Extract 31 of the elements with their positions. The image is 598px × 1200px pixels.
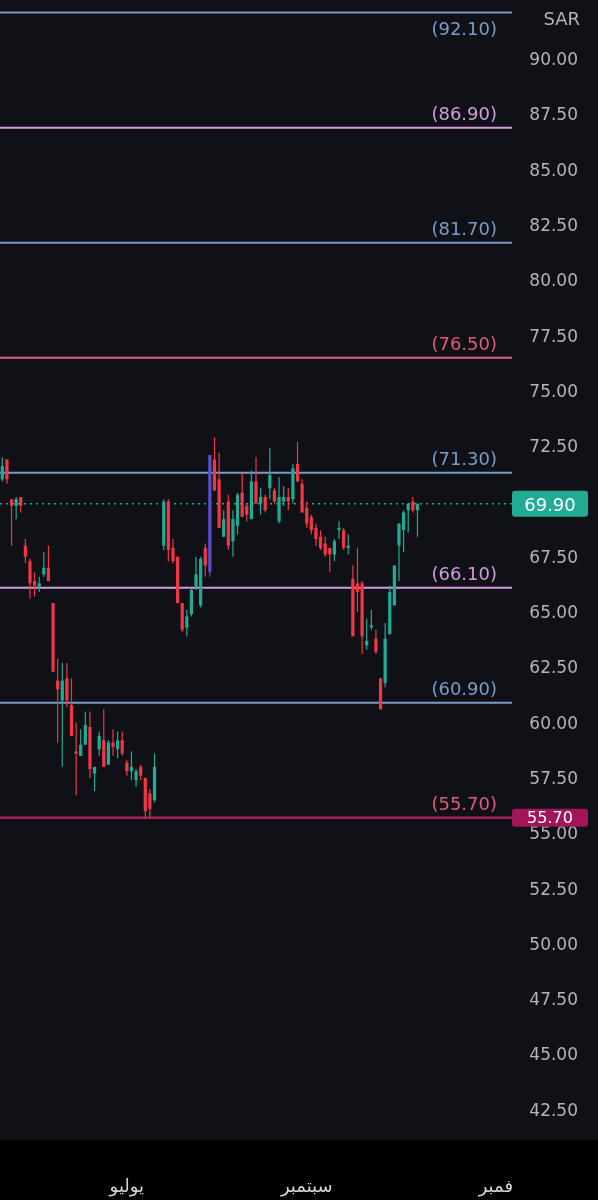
y-tick-label: 90.00	[529, 49, 578, 70]
ref-line-label: (81.70)	[431, 217, 497, 239]
x-tick-label: سبتمبر	[279, 1175, 333, 1197]
y-tick-label: 47.50	[529, 989, 578, 1010]
x-tick-label: فمبر	[477, 1175, 514, 1197]
y-tick-label: 77.50	[529, 325, 578, 346]
y-axis-title: SAR	[543, 8, 580, 29]
y-tick-label: 62.50	[529, 657, 578, 678]
y-tick-label: 72.50	[529, 436, 578, 457]
ref-line-label: (92.10)	[431, 17, 497, 39]
y-tick-label: 57.50	[529, 767, 578, 788]
y-tick-label: 45.00	[529, 1044, 578, 1065]
y-tick-label: 80.00	[529, 270, 578, 291]
ref-line-label: (71.30)	[431, 447, 497, 469]
y-tick-label: 75.00	[529, 380, 578, 401]
y-tick-label: 82.50	[529, 214, 578, 235]
ref-line-label: (60.90)	[431, 677, 497, 699]
x-tick-label: يوليو	[108, 1175, 145, 1197]
ref-line-label: (86.90)	[431, 102, 497, 124]
y-tick-label: 87.50	[529, 104, 578, 125]
y-tick-label: 42.50	[529, 1099, 578, 1120]
ref-line-label: 69.90	[524, 493, 576, 515]
y-tick-label: 60.00	[529, 712, 578, 733]
ref-line-label: (76.50)	[431, 332, 497, 354]
y-tick-label: 50.00	[529, 933, 578, 954]
y-tick-label: 85.00	[529, 159, 578, 180]
ref-line-label: (55.70)	[431, 792, 497, 814]
y-tick-label: 52.50	[529, 878, 578, 899]
y-tick-label: 65.00	[529, 602, 578, 623]
y-tick-label: 67.50	[529, 546, 578, 567]
ref-line-label: (66.10)	[431, 562, 497, 584]
